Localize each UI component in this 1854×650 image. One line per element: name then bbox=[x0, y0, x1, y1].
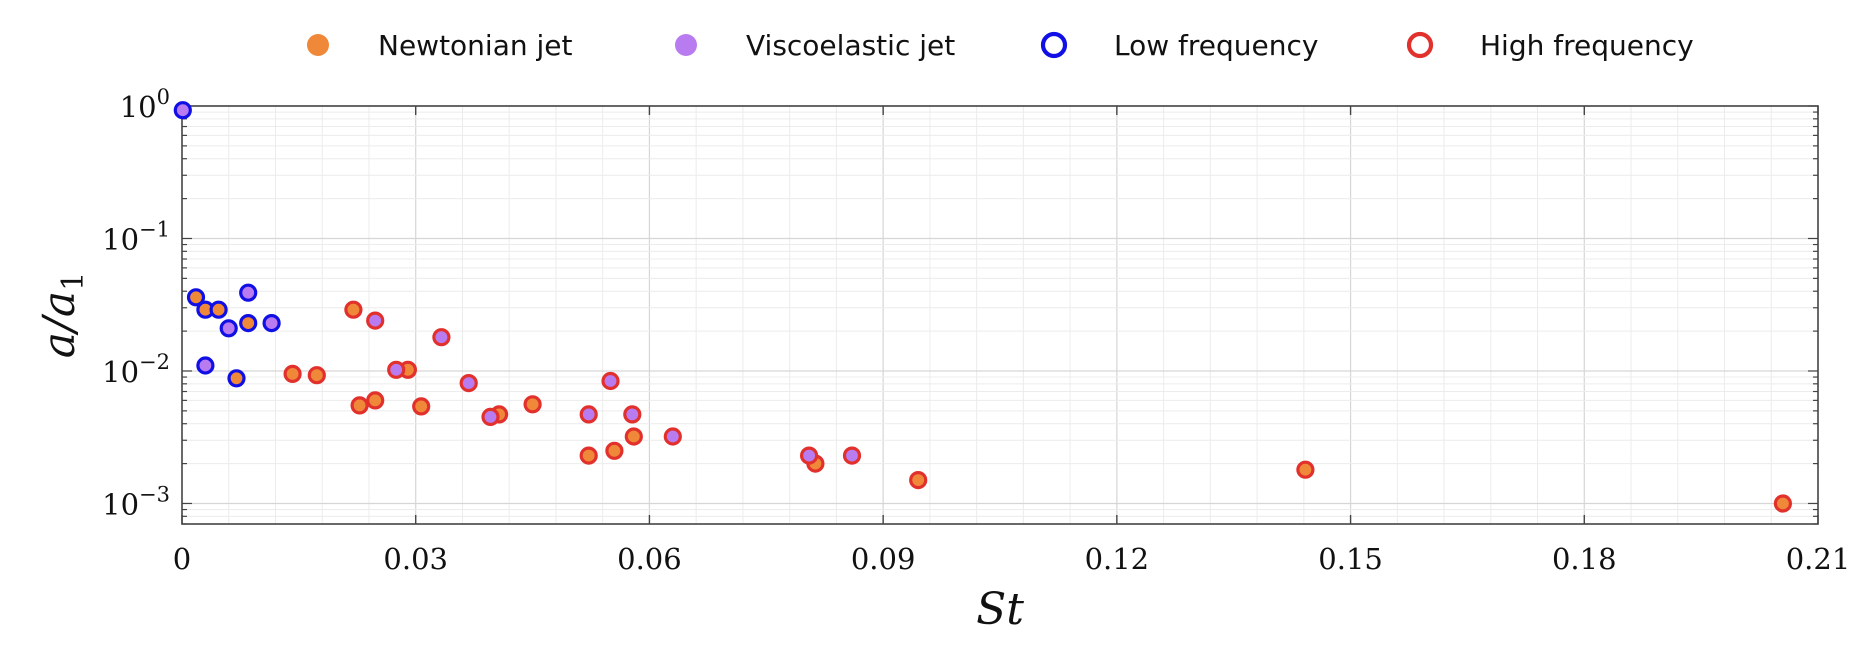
grid bbox=[182, 105, 1818, 525]
data-point-newtonian-high bbox=[344, 300, 363, 319]
data-point-viscoelastic-high bbox=[842, 446, 862, 465]
data-point-viscoelastic-high bbox=[432, 328, 451, 347]
data-point-newtonian-low bbox=[227, 369, 246, 388]
y-tick-label: 100 bbox=[120, 85, 170, 124]
legend-label: High frequency bbox=[1480, 29, 1694, 62]
data-point-viscoelastic-high bbox=[799, 446, 819, 465]
data-points bbox=[173, 101, 1793, 513]
data-point-newtonian-high bbox=[605, 441, 624, 460]
x-axis-label: St bbox=[976, 584, 1024, 635]
legend-marker bbox=[1040, 31, 1068, 59]
x-axis-tick-labels: 0 0.03 0.06 0.09 0.12 0.15 0.18 0.21 bbox=[173, 542, 1851, 576]
data-point-viscoelastic-high bbox=[366, 311, 385, 330]
x-tick-label: 0.06 bbox=[617, 542, 682, 576]
chart-legend: Newtonian jet Viscoelastic jet Low frequen… bbox=[307, 29, 1694, 62]
x-tick-label: 0 bbox=[173, 542, 191, 576]
y-tick-label: 10−3 bbox=[102, 482, 170, 521]
data-point-newtonian-high bbox=[909, 471, 928, 490]
legend-label: Low frequency bbox=[1114, 29, 1318, 62]
data-point-viscoelastic-low bbox=[239, 283, 258, 302]
data-point-viscoelastic-low bbox=[262, 314, 281, 333]
data-point-newtonian-low bbox=[239, 314, 258, 333]
data-point-newtonian-high bbox=[523, 395, 542, 414]
data-point-viscoelastic-high bbox=[579, 405, 598, 424]
legend-marker bbox=[307, 34, 329, 56]
legend-marker bbox=[1406, 31, 1434, 59]
data-point-newtonian-high bbox=[579, 446, 598, 465]
data-point-viscoelastic-high bbox=[601, 371, 620, 391]
data-point-newtonian-high bbox=[283, 364, 302, 383]
data-point-newtonian-low bbox=[209, 300, 228, 319]
x-tick-label: 0.12 bbox=[1085, 542, 1150, 576]
y-tick-label: 10−2 bbox=[102, 350, 170, 389]
data-point-viscoelastic-high bbox=[387, 360, 406, 379]
axis-ticks bbox=[181, 105, 1819, 525]
data-point-newtonian-high bbox=[412, 397, 431, 416]
y-tick-label: 10−1 bbox=[102, 217, 170, 256]
x-tick-label: 0.21 bbox=[1786, 542, 1851, 576]
data-point-viscoelastic-high bbox=[623, 405, 642, 424]
data-point-newtonian-high bbox=[1773, 494, 1793, 513]
y-axis-tick-labels: 100 10−1 10−2 10−3 bbox=[102, 85, 170, 521]
data-point-viscoelastic-high bbox=[663, 427, 682, 446]
legend-label: Newtonian jet bbox=[378, 29, 573, 62]
data-point-newtonian-high bbox=[624, 427, 643, 446]
x-tick-label: 0.18 bbox=[1552, 542, 1617, 576]
data-point-newtonian-high bbox=[350, 396, 369, 415]
data-point-viscoelastic-low bbox=[219, 319, 238, 338]
data-point-newtonian-high bbox=[366, 391, 385, 410]
data-point-viscoelastic-low bbox=[196, 356, 215, 375]
data-point-newtonian-low bbox=[186, 288, 206, 307]
y-axis-label: a/a1 bbox=[34, 272, 91, 358]
data-point-newtonian-high bbox=[1296, 460, 1315, 479]
x-tick-label: 0.15 bbox=[1318, 542, 1383, 576]
legend-marker bbox=[675, 34, 697, 56]
data-point-viscoelastic-high bbox=[481, 407, 500, 426]
data-point-newtonian-high bbox=[307, 366, 326, 385]
legend-label: Viscoelastic jet bbox=[746, 29, 955, 62]
x-tick-label: 0.03 bbox=[383, 542, 448, 576]
x-tick-label: 0.09 bbox=[851, 542, 916, 576]
plot-frame bbox=[181, 105, 1819, 525]
data-point-viscoelastic-high bbox=[459, 374, 478, 393]
data-point-viscoelastic-low bbox=[173, 101, 192, 120]
